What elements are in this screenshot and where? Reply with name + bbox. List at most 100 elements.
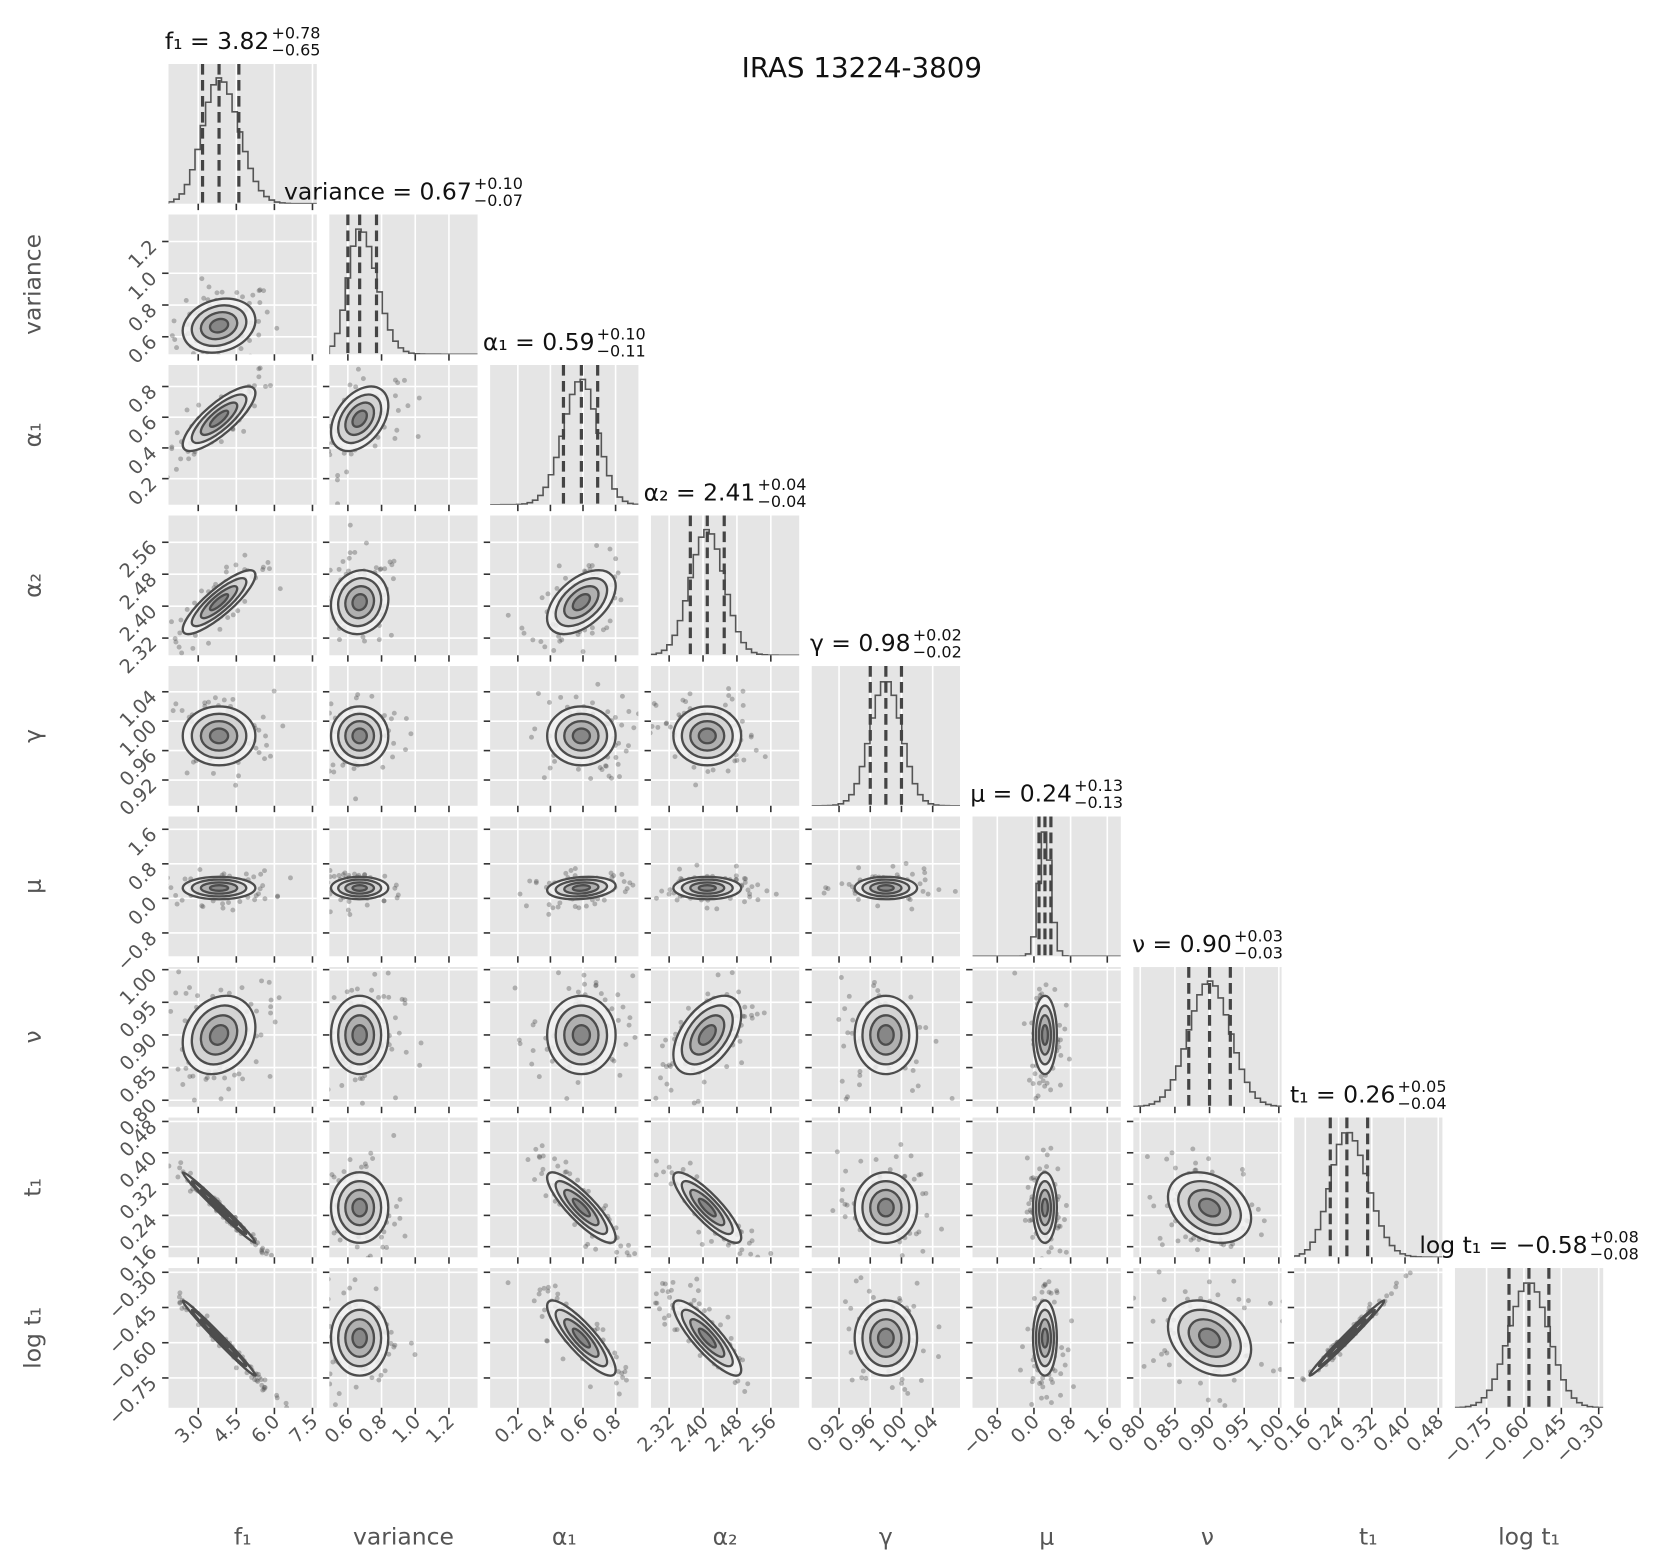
sample-point <box>169 446 175 452</box>
error-minus: −0.11 <box>597 341 646 360</box>
contour <box>208 1327 230 1349</box>
contour <box>351 1023 368 1046</box>
error-plus: +0.08 <box>1590 1227 1639 1246</box>
sample-point <box>623 748 629 754</box>
sample-point <box>615 1369 621 1374</box>
sample-point <box>1133 1295 1137 1301</box>
sample-point <box>1055 1166 1061 1172</box>
sample-point <box>735 1378 741 1384</box>
sample-point <box>378 1372 384 1378</box>
sample-point <box>624 1250 630 1256</box>
sample-point <box>354 1244 360 1250</box>
density-panel <box>1022 1145 1069 1258</box>
sample-point <box>843 1299 848 1305</box>
sample-point <box>264 742 269 748</box>
sample-point <box>369 987 375 993</box>
sample-point <box>1151 1358 1156 1364</box>
sample-point <box>563 575 568 581</box>
sample-point <box>547 765 553 771</box>
sample-point <box>152 1266 157 1271</box>
sample-point <box>533 1146 539 1152</box>
sample-point <box>616 1391 622 1397</box>
sample-point <box>1056 1223 1062 1229</box>
sample-point <box>337 637 342 643</box>
sample-point <box>243 871 249 877</box>
sample-point <box>341 1290 347 1296</box>
sample-point <box>640 725 645 730</box>
sample-point <box>251 874 257 880</box>
sample-point <box>1035 1093 1041 1099</box>
sample-point <box>1255 1206 1261 1212</box>
sample-point <box>626 1022 632 1028</box>
y-tick-label: −0.8 <box>112 927 161 976</box>
density-panel <box>529 681 645 782</box>
sample-point <box>357 1076 363 1082</box>
sample-point <box>614 1380 619 1386</box>
sample-point <box>1027 1207 1033 1213</box>
sample-point <box>663 1037 669 1043</box>
sample-point <box>619 871 625 877</box>
sample-point <box>386 994 392 1000</box>
sample-point <box>252 897 258 903</box>
sample-point <box>736 989 742 995</box>
sample-point <box>1037 1166 1043 1172</box>
sample-point <box>381 993 387 999</box>
sample-point <box>160 733 165 738</box>
sample-point <box>173 893 179 898</box>
sample-point <box>212 695 218 701</box>
sample-point <box>546 902 552 908</box>
sample-point <box>349 987 355 993</box>
sample-point <box>834 1149 840 1155</box>
sample-point <box>218 1096 224 1102</box>
sample-point <box>870 1295 876 1300</box>
sample-point <box>1021 1021 1027 1027</box>
sample-point <box>376 637 382 643</box>
sample-point <box>623 1041 629 1047</box>
sample-point <box>324 1316 329 1321</box>
density-panel <box>505 1280 629 1397</box>
contour <box>1040 1327 1050 1349</box>
sample-point <box>936 1324 942 1330</box>
y-tick-label: 1.2 <box>124 235 162 273</box>
sample-point <box>234 290 240 296</box>
sample-point <box>1012 970 1018 976</box>
sample-point <box>545 591 551 597</box>
sample-point <box>1261 1218 1267 1224</box>
contour <box>571 1197 592 1218</box>
sample-point <box>660 1062 666 1067</box>
sample-point <box>755 1254 761 1258</box>
contour <box>876 1327 895 1349</box>
sample-point <box>1039 1256 1044 1258</box>
sample-point <box>663 1064 669 1070</box>
sample-point <box>532 726 538 732</box>
sample-point <box>910 1088 915 1094</box>
x-axis-label: ν <box>1201 1523 1214 1551</box>
sample-point <box>505 612 511 618</box>
sample-point <box>857 1069 863 1074</box>
density-panel <box>329 1133 408 1258</box>
sample-point <box>653 1172 659 1178</box>
sample-point <box>216 353 221 355</box>
sample-point <box>1034 995 1040 1001</box>
sample-point <box>694 1276 700 1282</box>
density-panel <box>654 862 779 912</box>
sample-point <box>691 1100 697 1106</box>
sample-point <box>855 897 861 903</box>
x-tick-label: 1.04 <box>896 1410 942 1456</box>
sample-point <box>187 1074 193 1079</box>
sample-point <box>593 1246 599 1252</box>
sample-point <box>1063 1249 1069 1255</box>
sample-point <box>260 567 266 573</box>
sample-point <box>552 1283 558 1289</box>
sample-point <box>1024 1155 1030 1161</box>
sample-point <box>821 890 827 896</box>
sample-point <box>530 637 536 643</box>
sample-point <box>329 1371 333 1377</box>
sample-point <box>920 1348 926 1354</box>
sample-point <box>654 1300 660 1306</box>
sample-point <box>1044 1164 1050 1170</box>
sample-point <box>1301 1377 1307 1383</box>
sample-point <box>177 1165 183 1171</box>
sample-point <box>373 565 379 571</box>
sample-point <box>924 1212 930 1218</box>
